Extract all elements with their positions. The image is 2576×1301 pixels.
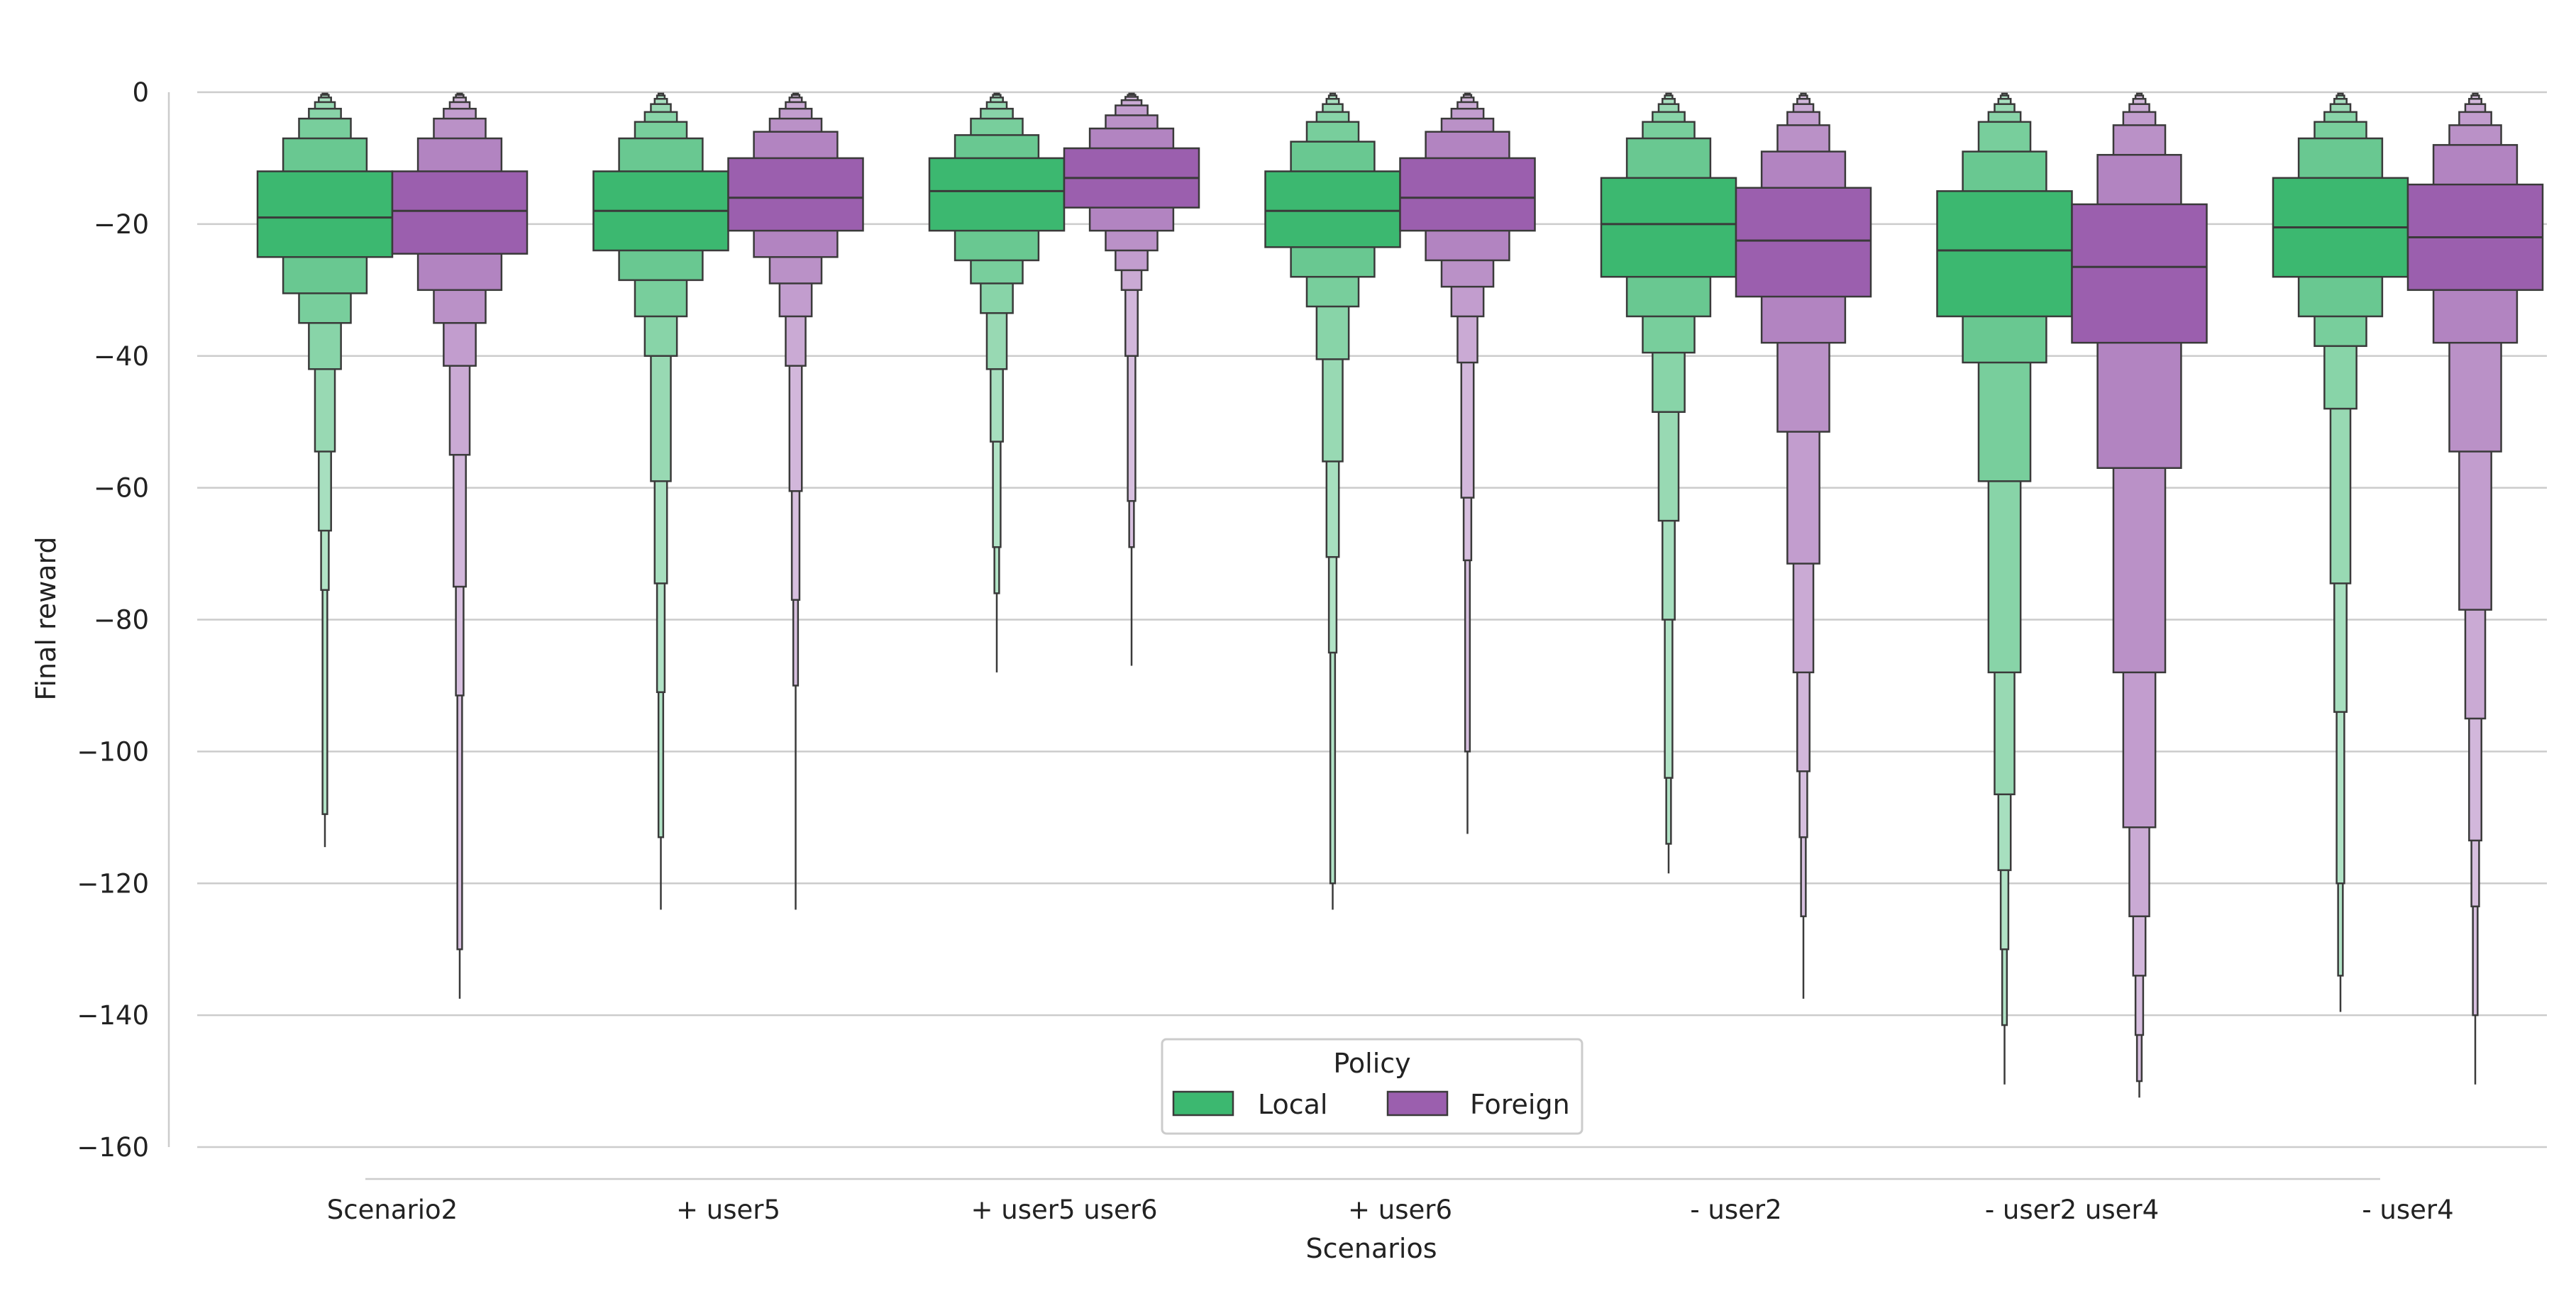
boxen-local — [256, 92, 394, 848]
y-tick-label: −40 — [94, 341, 149, 372]
boxen-foreign — [1735, 92, 1872, 999]
boxen-level — [1399, 157, 1536, 232]
boxen-level — [1600, 177, 1737, 278]
boxen-foreign — [1399, 92, 1536, 834]
boxen-local — [592, 92, 729, 910]
legend-swatch-foreign — [1386, 1090, 1449, 1117]
legend: Policy Local Foreign — [1161, 1038, 1583, 1135]
legend-title: Policy — [1333, 1048, 1410, 1079]
boxen-level — [256, 170, 394, 258]
x-tick-label: Scenario2 — [327, 1195, 458, 1225]
boxen-layer — [256, 92, 2544, 1098]
boxen-local — [1936, 92, 2073, 1085]
boxen-foreign — [727, 92, 864, 910]
y-tick-label: −100 — [77, 736, 149, 767]
boxen-level — [2071, 203, 2208, 344]
boxen-level — [928, 157, 1066, 232]
boxen-local — [1264, 92, 1401, 910]
grid-lines — [197, 91, 2547, 1148]
x-tick-label: + user5 user6 — [971, 1195, 1157, 1225]
boxen-level — [391, 170, 529, 255]
boxen-level — [1936, 190, 2073, 318]
x-tick-label: + user6 — [1348, 1195, 1452, 1225]
legend-swatch-local — [1172, 1090, 1234, 1117]
boxen-local — [1600, 92, 1737, 874]
x-tick-label: - user2 user4 — [1985, 1195, 2159, 1225]
legend-frame — [1161, 1038, 1583, 1135]
legend-label-local: Local — [1258, 1089, 1328, 1120]
boxen-level — [1264, 170, 1401, 248]
boxen-local — [928, 92, 1066, 672]
boxen-foreign — [2071, 92, 2208, 1098]
boxen-foreign — [1063, 92, 1200, 666]
boxen-level — [1735, 187, 1872, 298]
y-tick-label: −140 — [77, 1000, 149, 1031]
y-axis-title: Final reward — [31, 536, 62, 700]
boxen-level — [727, 157, 864, 232]
x-axis-title: Scenarios — [1306, 1233, 1437, 1264]
y-tick-label: −120 — [77, 868, 149, 899]
axes: 0 −20 −40 −60 −80 −100 −120 −140 −160 Scenario2 + … — [77, 77, 2453, 1225]
x-tick-label: - user4 — [2362, 1195, 2453, 1225]
y-tick-label: −80 — [94, 605, 149, 636]
x-tick-label: - user2 — [1690, 1195, 1781, 1225]
x-tick-label: + user5 — [676, 1195, 780, 1225]
legend-label-foreign: Foreign — [1470, 1089, 1570, 1120]
y-tick-label: −20 — [94, 209, 149, 240]
y-tick-label: 0 — [132, 77, 149, 108]
y-tick-label: −60 — [94, 473, 149, 504]
y-tick-label: −160 — [77, 1132, 149, 1163]
boxen-foreign — [2406, 92, 2544, 1085]
boxen-local — [2272, 92, 2409, 1012]
boxen-foreign — [391, 92, 529, 999]
